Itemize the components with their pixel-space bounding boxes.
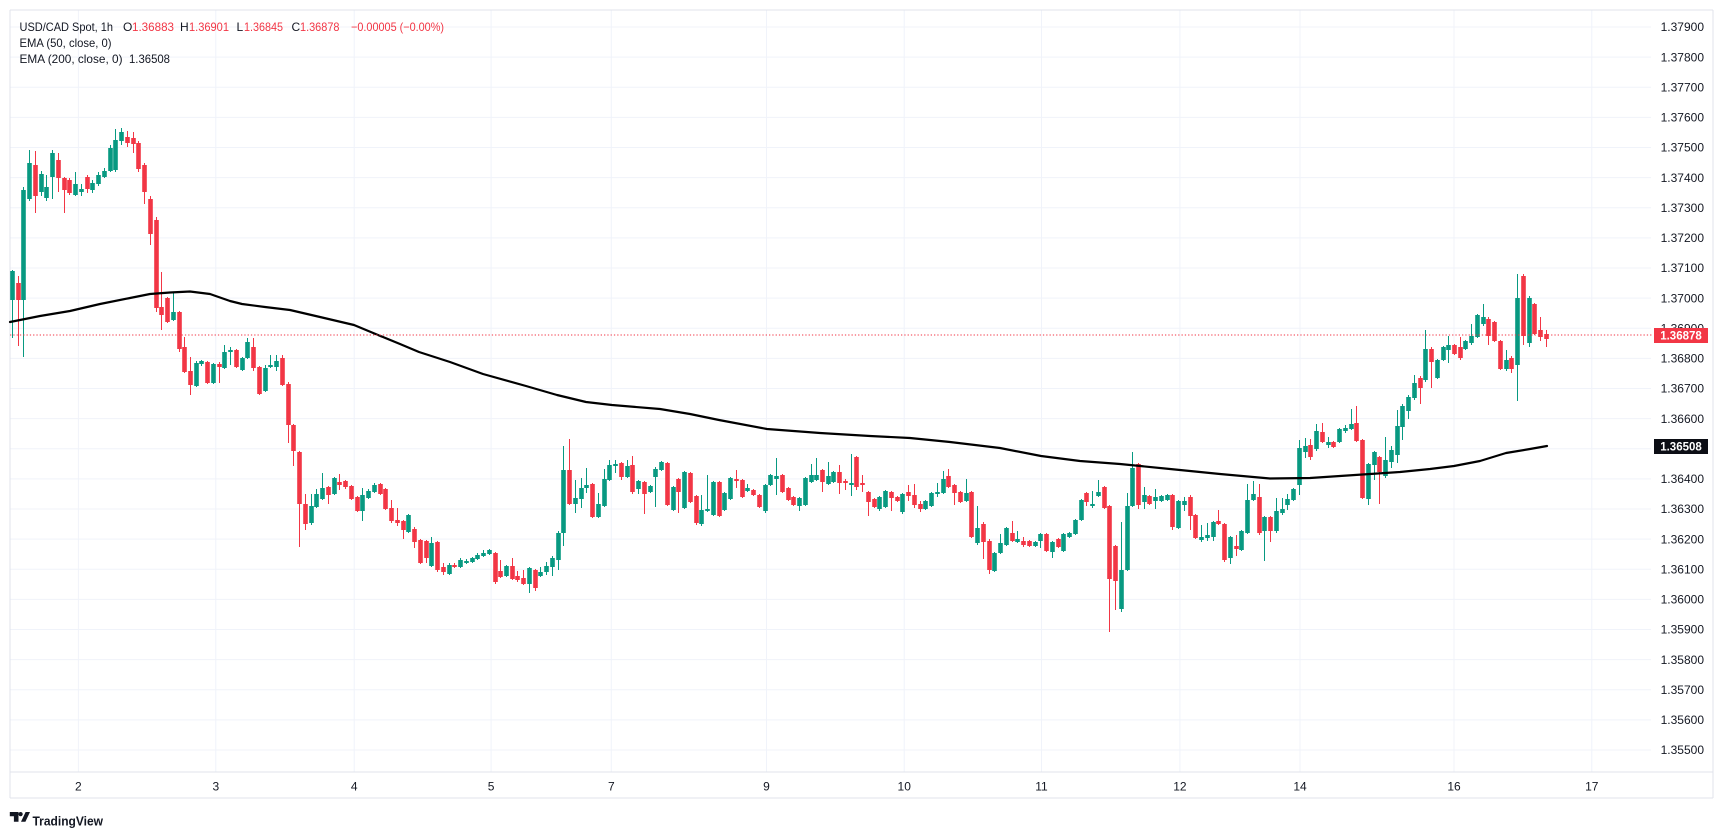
svg-text:16: 16 — [1447, 780, 1461, 794]
svg-text:1.36845: 1.36845 — [244, 20, 283, 34]
svg-text:1.37100: 1.37100 — [1661, 261, 1705, 275]
svg-text:1.37300: 1.37300 — [1661, 201, 1705, 215]
svg-text:1.36878: 1.36878 — [300, 20, 340, 34]
svg-text:1.37700: 1.37700 — [1661, 81, 1705, 95]
svg-text:12: 12 — [1173, 780, 1187, 794]
svg-text:C: C — [292, 20, 301, 34]
svg-text:1.36878: 1.36878 — [1660, 331, 1702, 343]
svg-text:1.36300: 1.36300 — [1661, 502, 1705, 516]
svg-text:3: 3 — [212, 780, 219, 794]
svg-text:TradingView: TradingView — [33, 814, 104, 829]
svg-text:1.36600: 1.36600 — [1661, 412, 1705, 426]
svg-text:17: 17 — [1585, 780, 1599, 794]
svg-text:1.37900: 1.37900 — [1661, 20, 1705, 34]
svg-text:1.37200: 1.37200 — [1661, 231, 1705, 245]
svg-text:14: 14 — [1293, 780, 1307, 794]
svg-text:5: 5 — [488, 780, 495, 794]
svg-text:1.37000: 1.37000 — [1661, 291, 1705, 305]
svg-text:10: 10 — [898, 780, 912, 794]
svg-text:1.35700: 1.35700 — [1661, 683, 1705, 697]
svg-text:1.37400: 1.37400 — [1661, 171, 1705, 185]
svg-text:11: 11 — [1035, 780, 1048, 794]
svg-text:7: 7 — [608, 780, 615, 794]
svg-text:O: O — [123, 20, 132, 34]
svg-text:−0.00005 (−0.00%): −0.00005 (−0.00%) — [351, 20, 444, 34]
svg-text:1.36883: 1.36883 — [132, 20, 174, 34]
svg-text:9: 9 — [763, 780, 770, 794]
svg-text:L: L — [237, 20, 244, 34]
svg-text:1.36800: 1.36800 — [1661, 352, 1705, 366]
svg-text:1.35500: 1.35500 — [1661, 743, 1705, 757]
svg-text:1.36100: 1.36100 — [1661, 563, 1705, 577]
svg-text:2: 2 — [75, 780, 82, 794]
svg-text:USD/CAD Spot, 1h: USD/CAD Spot, 1h — [20, 20, 114, 34]
svg-text:1.36000: 1.36000 — [1661, 593, 1705, 607]
svg-text:H: H — [180, 20, 189, 34]
svg-text:EMA (200, close, 0): EMA (200, close, 0) — [20, 52, 123, 66]
svg-text:1.37500: 1.37500 — [1661, 141, 1705, 155]
svg-text:1.36400: 1.36400 — [1661, 472, 1705, 486]
svg-text:4: 4 — [351, 780, 358, 794]
svg-text:1.36200: 1.36200 — [1661, 532, 1705, 546]
svg-text:1.35800: 1.35800 — [1661, 653, 1705, 667]
svg-text:1.36508: 1.36508 — [129, 52, 170, 66]
svg-text:1.37600: 1.37600 — [1661, 111, 1705, 125]
svg-text:1.36508: 1.36508 — [1660, 442, 1702, 454]
svg-text:1.36901: 1.36901 — [189, 20, 229, 34]
svg-text:1.36700: 1.36700 — [1661, 382, 1705, 396]
svg-text:EMA (50, close, 0): EMA (50, close, 0) — [20, 36, 112, 50]
svg-text:1.35900: 1.35900 — [1661, 623, 1705, 637]
svg-text:1.35600: 1.35600 — [1661, 713, 1705, 727]
svg-text:1.37800: 1.37800 — [1661, 50, 1705, 64]
